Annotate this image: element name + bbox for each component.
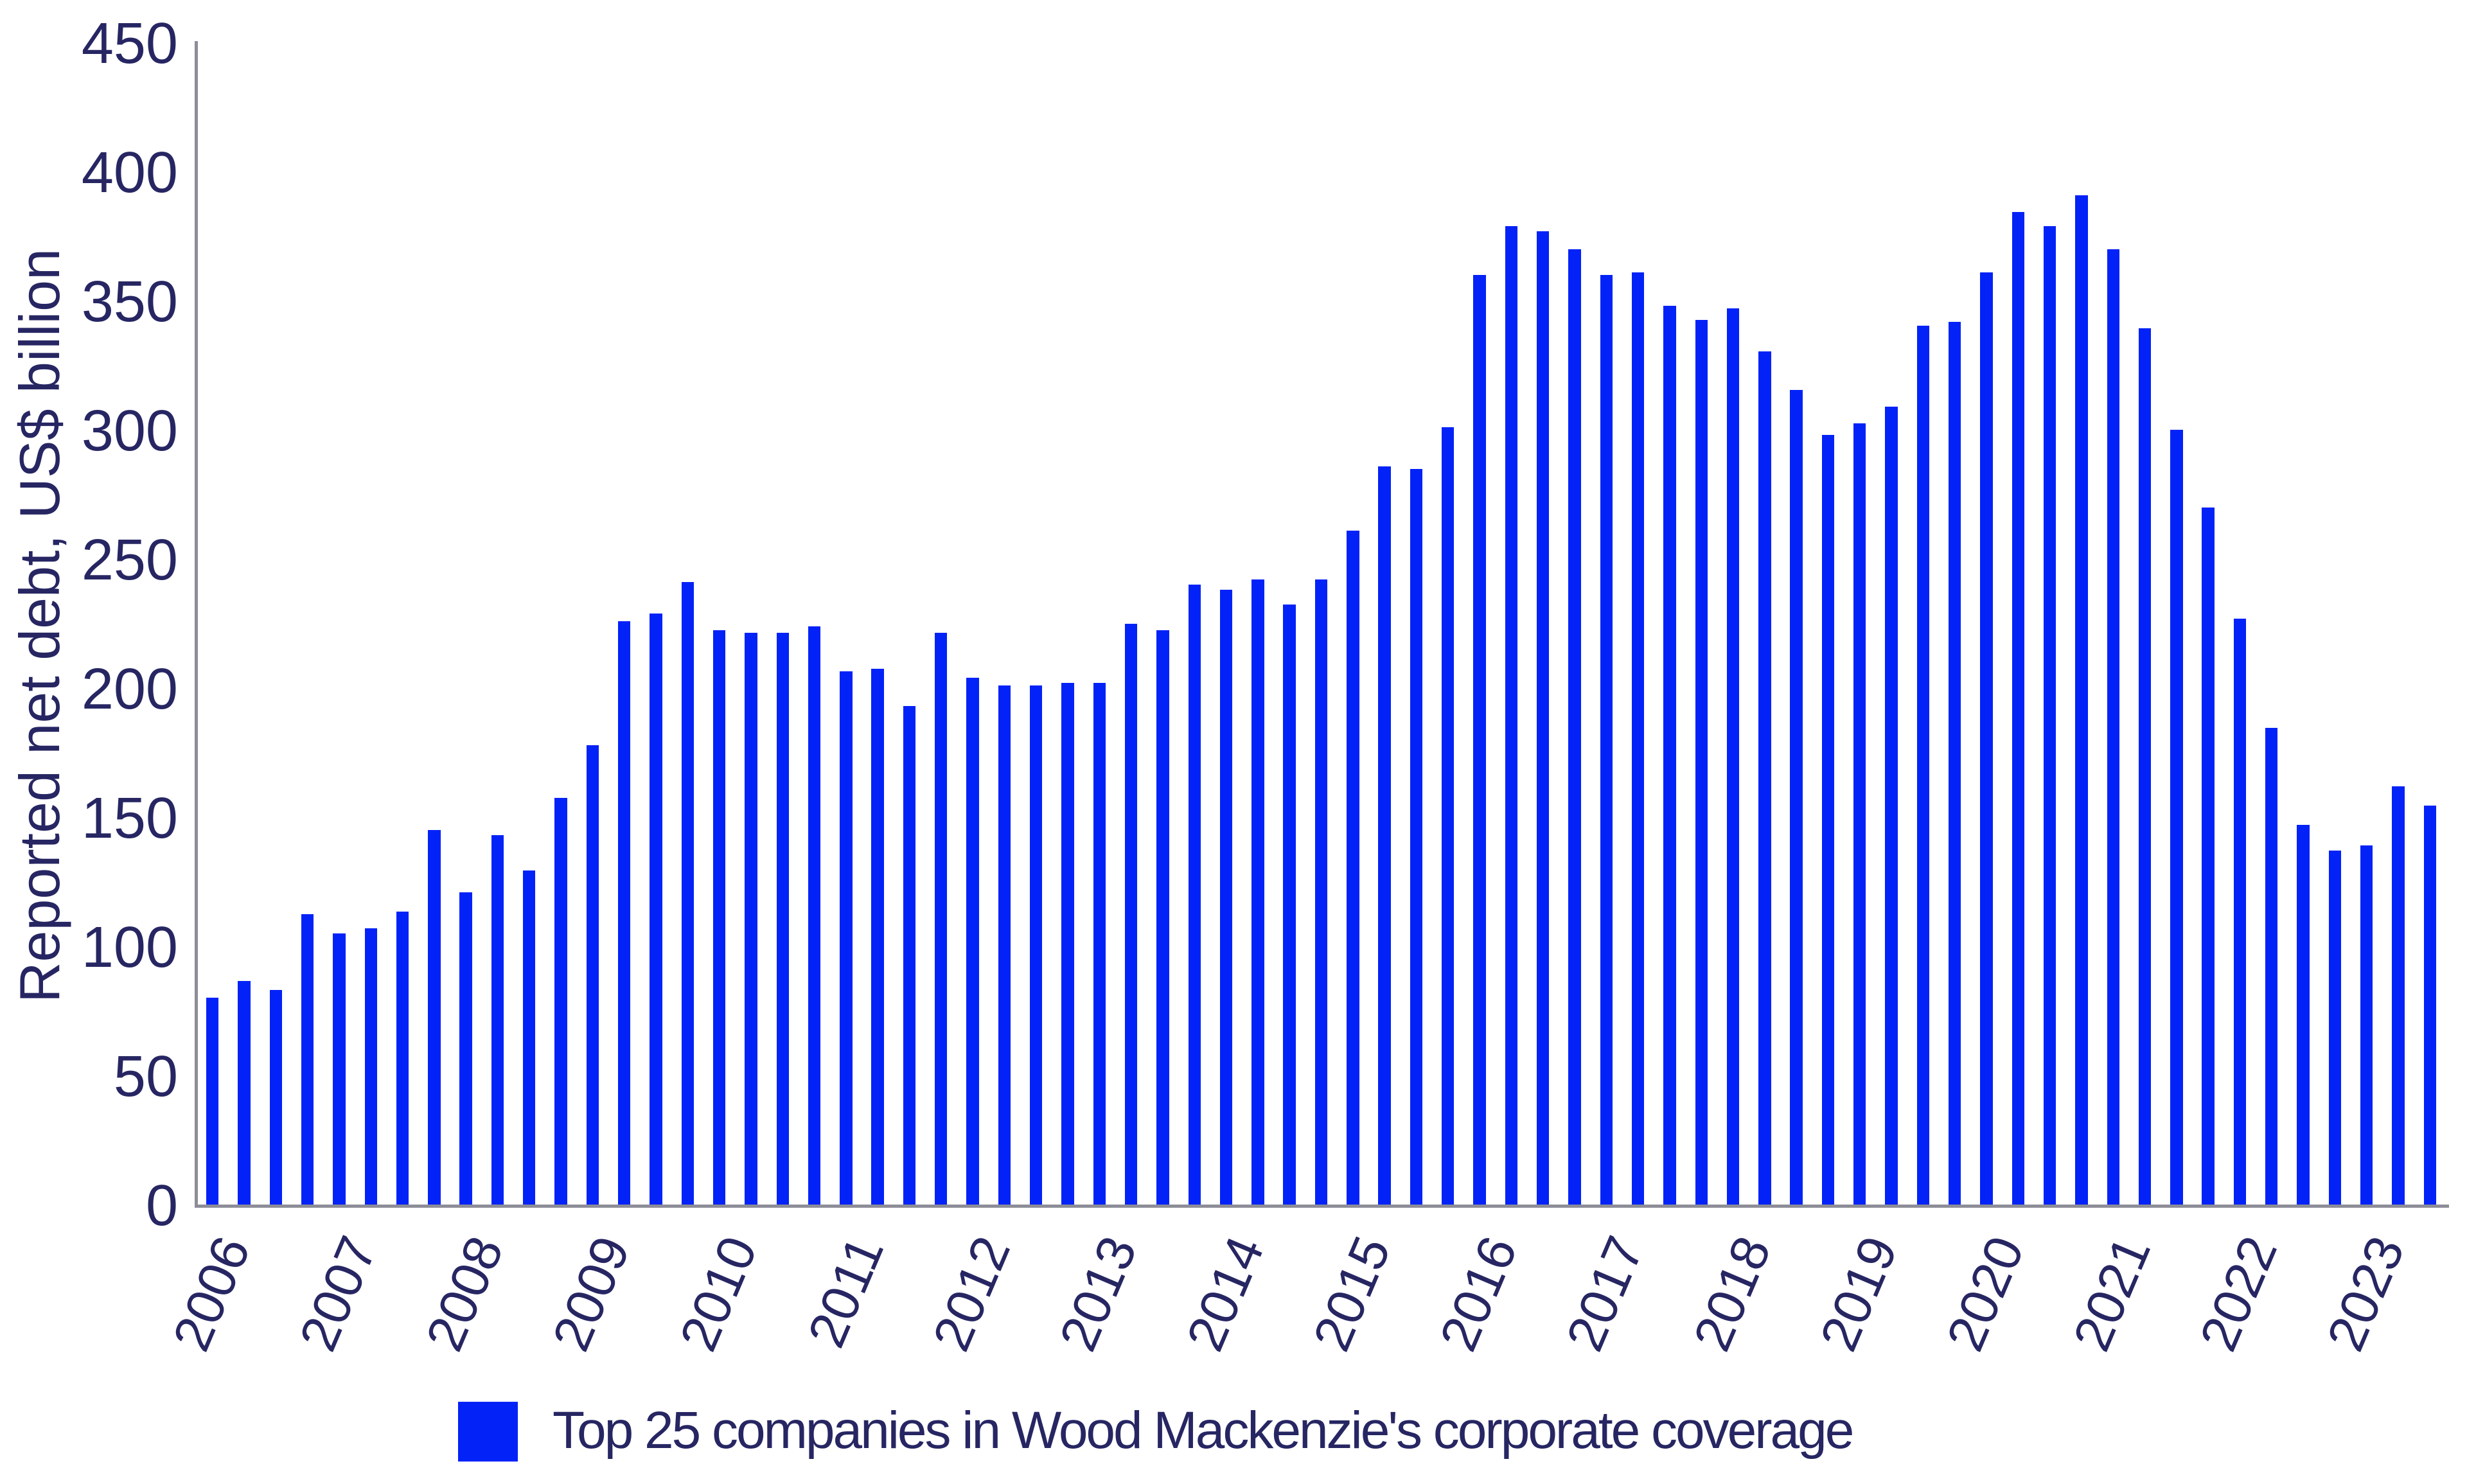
bar-2006-Q1: [206, 998, 219, 1205]
bar-2016-Q4: [1568, 249, 1581, 1205]
bar-2023-Q1: [2360, 845, 2373, 1205]
y-tick-label: 50: [113, 1045, 178, 1109]
bar-2013-Q1: [1093, 683, 1106, 1205]
y-tick-label: 150: [81, 786, 178, 851]
bar-2019-Q4: [1949, 321, 1961, 1205]
bar-2014-Q4: [1314, 579, 1328, 1205]
bar-2022-Q1: [2233, 618, 2247, 1205]
bar-2011-Q2: [871, 669, 884, 1205]
bar-2007-Q3: [396, 911, 409, 1205]
y-tick-label: 100: [81, 915, 178, 980]
y-tick-label: 350: [81, 270, 178, 335]
bar-2008-Q2: [491, 835, 504, 1205]
bar-2012-Q1: [966, 678, 979, 1205]
bar-2019-Q2: [1885, 407, 1898, 1205]
bar-2006-Q4: [301, 914, 314, 1205]
y-tick-label: 200: [81, 657, 178, 722]
bar-2017-Q1: [1600, 275, 1613, 1205]
bar-2016-Q2: [1505, 225, 1518, 1205]
bar-2014-Q1: [1219, 590, 1233, 1205]
bar-2020-Q3: [2043, 225, 2056, 1205]
bar-2013-Q3: [1156, 630, 1169, 1205]
y-axis-line: [195, 41, 198, 1208]
y-tick-label: 300: [81, 399, 178, 464]
y-tick-label: 400: [81, 141, 178, 206]
bar-2016-Q3: [1536, 231, 1550, 1205]
bar-2009-Q3: [650, 613, 662, 1205]
bar-2018-Q1: [1726, 308, 1740, 1205]
bar-2011-Q1: [840, 671, 853, 1205]
bar-2023-Q2: [2392, 786, 2405, 1205]
bar-2022-Q2: [2265, 728, 2278, 1205]
y-tick-label: 450: [81, 12, 178, 76]
bar-2022-Q3: [2297, 825, 2310, 1205]
bar-2008-Q4: [554, 798, 567, 1205]
bar-2013-Q4: [1188, 585, 1201, 1205]
bar-2009-Q1: [586, 745, 599, 1205]
bar-2023-Q3: [2423, 806, 2437, 1205]
bar-2011-Q3: [903, 706, 916, 1205]
bar-2008-Q1: [459, 892, 472, 1205]
bar-2015-Q3: [1410, 468, 1423, 1205]
bar-2010-Q3: [776, 632, 789, 1205]
bar-2021-Q2: [2138, 328, 2152, 1205]
bar-2018-Q4: [1821, 435, 1835, 1205]
bar-2010-Q4: [808, 626, 821, 1205]
bar-2015-Q2: [1378, 466, 1391, 1205]
bar-2019-Q3: [1916, 325, 1930, 1205]
bar-2017-Q3: [1663, 306, 1676, 1205]
bar-2012-Q2: [998, 685, 1011, 1205]
bar-2020-Q1: [1980, 272, 1993, 1205]
bar-2007-Q2: [364, 928, 377, 1205]
bar-2009-Q4: [681, 582, 694, 1205]
bar-2019-Q1: [1853, 423, 1866, 1205]
bar-2018-Q2: [1758, 351, 1771, 1205]
bar-2007-Q4: [428, 830, 441, 1205]
x-tick-label-2006: 2006: [161, 1228, 261, 1359]
bar-2021-Q1: [2107, 249, 2119, 1205]
legend-swatch: [458, 1402, 518, 1462]
x-axis-line: [195, 1205, 2449, 1208]
bar-2009-Q2: [617, 621, 631, 1205]
bar-2010-Q1: [712, 630, 726, 1205]
bar-2010-Q2: [745, 632, 757, 1205]
bar-2013-Q2: [1124, 623, 1138, 1205]
bar-2016-Q1: [1473, 275, 1486, 1205]
bar-2015-Q4: [1442, 427, 1455, 1205]
legend-label: Top 25 companies in Wood Mackenzie's cor…: [553, 1401, 1854, 1460]
bar-2021-Q3: [2170, 430, 2183, 1205]
bar-2020-Q4: [2075, 195, 2088, 1205]
bar-2022-Q4: [2328, 851, 2342, 1205]
bar-2011-Q4: [935, 632, 948, 1205]
bar-2018-Q3: [1790, 390, 1803, 1205]
bar-2017-Q4: [1695, 320, 1708, 1205]
bar-2008-Q3: [523, 870, 536, 1205]
bar-2017-Q2: [1631, 272, 1645, 1205]
bar-2006-Q2: [238, 981, 251, 1205]
bar-2015-Q1: [1347, 531, 1359, 1205]
bar-2006-Q3: [269, 990, 282, 1205]
bar-2012-Q3: [1030, 685, 1043, 1205]
bar-2014-Q3: [1283, 604, 1296, 1205]
bar-2014-Q2: [1251, 579, 1264, 1205]
bar-2007-Q1: [333, 933, 346, 1205]
bar-2012-Q4: [1061, 683, 1074, 1205]
bar-2020-Q2: [2012, 211, 2025, 1205]
y-tick-label: 0: [145, 1174, 178, 1238]
y-tick-label: 250: [81, 528, 178, 593]
bar-2021-Q4: [2202, 507, 2215, 1205]
